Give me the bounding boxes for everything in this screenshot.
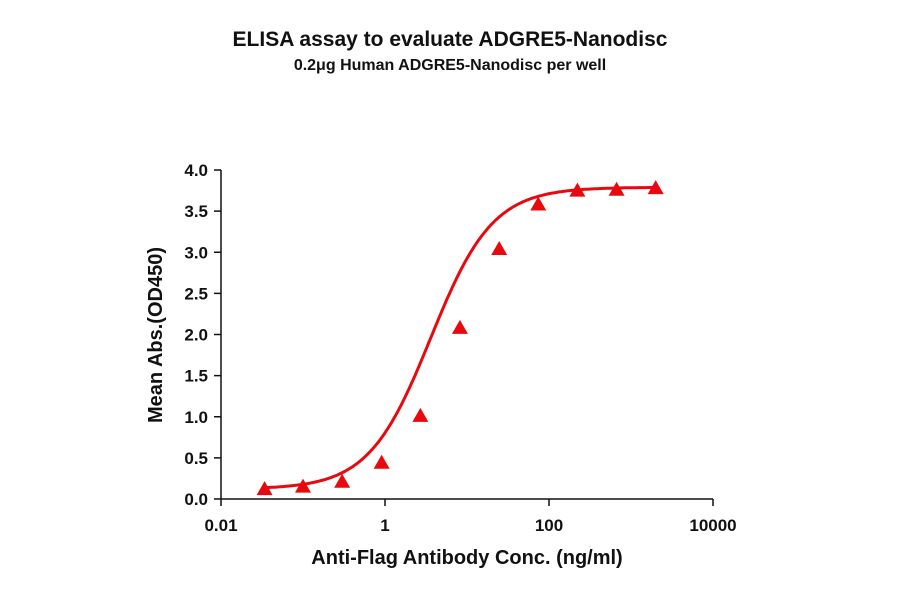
triangle-marker [295,478,311,493]
y-tick-label: 2.5 [184,284,208,303]
triangle-marker [647,180,664,195]
y-tick-label: 1.5 [184,367,208,386]
axes: 0.01 1 100 10000 0.0 0.5 1.0 1.5 2.0 2.5 3.0 3.5 4.0 [184,161,736,535]
y-tick-label: 0.0 [184,490,208,509]
y-tick-label: 3.0 [184,243,208,262]
x-tick-label: 100 [535,516,563,535]
triangle-marker [334,473,351,488]
fit-line [264,186,656,490]
triangle-marker [491,240,508,255]
y-tick-label: 2.0 [184,326,208,345]
chart-subtitle: 0.2μg Human ADGRE5-Nanodisc per well [293,57,607,74]
data-markers [256,180,664,496]
y-tick-label: 0.5 [184,449,208,468]
y-tick-label: 4.0 [184,161,208,180]
triangle-marker [451,319,468,334]
x-tick-label: 1 [380,516,389,535]
fit-curve [264,186,656,490]
y-tick-label: 3.5 [184,202,208,221]
triangle-marker [569,182,586,197]
y-axis-label: Mean Abs.(OD450) [145,247,167,423]
triangle-marker [256,481,273,496]
triangle-marker [373,454,390,469]
x-tick-label: 0.01 [204,516,237,535]
y-tick-label: 1.0 [184,408,208,427]
triangle-marker [412,407,429,422]
triangle-marker [530,196,547,211]
x-axis-label: Anti-Flag Antibody Conc. (ng/ml) [311,547,622,569]
chart-title: ELISA assay to evaluate ADGRE5-Nanodisc [232,28,668,51]
x-tick-label: 10000 [689,516,736,535]
triangle-marker [608,181,625,196]
